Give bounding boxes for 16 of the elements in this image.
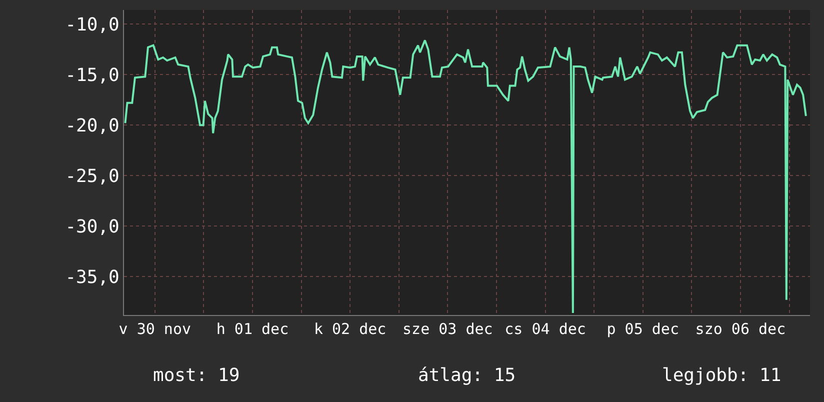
text: legjobb: 11: [662, 365, 782, 386]
text: átlag: 15: [418, 365, 516, 386]
y-tick-label: -30,0: [65, 216, 120, 238]
x-tick-label: v 30 nov: [118, 320, 192, 338]
y-tick-label: -35,0: [65, 266, 120, 288]
text: most: 19: [153, 365, 240, 386]
x-tick-label: sze 03 dec: [402, 320, 493, 338]
x-tick-label: h 01 dec: [216, 320, 289, 338]
x-tick-label: szo 06 dec: [695, 320, 786, 338]
y-tick-label: -20,0: [65, 115, 120, 136]
y-tick-label: -15,0: [65, 64, 120, 86]
y-tick-label: -25,0: [65, 166, 120, 187]
y-tick-label: -10,0: [65, 14, 120, 36]
x-tick-label: p 05 dec: [606, 320, 679, 338]
x-tick-label: k 02 dec: [314, 320, 386, 338]
x-tick-label: cs 04 dec: [504, 320, 586, 338]
